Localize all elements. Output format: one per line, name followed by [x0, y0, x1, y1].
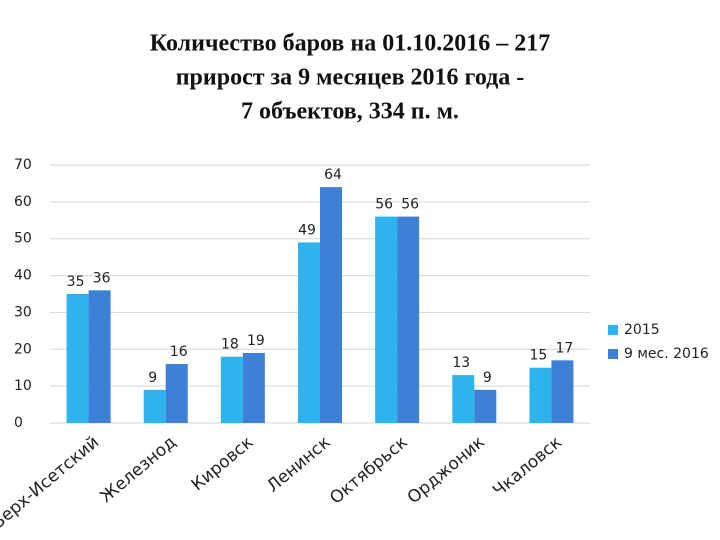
data-label: 17 [556, 340, 574, 356]
bar [220, 356, 243, 423]
x-tick-label: Железнод [96, 432, 180, 507]
y-tick-label: 10 [14, 378, 32, 394]
bar [298, 242, 320, 423]
bar [242, 352, 265, 423]
y-tick-label: 40 [14, 268, 32, 284]
bar [165, 364, 188, 423]
x-tick-label: Верх-Исетский [0, 432, 103, 533]
legend-swatch [608, 325, 618, 335]
x-tick-label: Октябрьск [326, 432, 411, 508]
bar [529, 367, 552, 423]
x-tick-label: Чкаловск [489, 432, 566, 501]
bar [397, 216, 420, 423]
data-label: 64 [324, 167, 342, 183]
legend-label: 2015 [624, 322, 660, 338]
chart-title-line: Количество баров на 01.10.2016 – 217 [150, 31, 550, 57]
y-tick-label: 60 [14, 194, 32, 210]
bar [88, 290, 111, 423]
bar [375, 216, 398, 423]
data-label: 9 [483, 370, 492, 386]
data-label: 15 [530, 348, 548, 364]
bar [551, 360, 574, 423]
y-tick-label: 20 [14, 341, 32, 357]
bar [320, 187, 342, 423]
y-tick-label: 50 [14, 231, 32, 247]
data-label: 56 [401, 197, 419, 213]
bar [66, 294, 89, 423]
data-label: 18 [221, 337, 239, 353]
bar [452, 375, 475, 423]
data-label: 35 [67, 274, 85, 290]
data-label: 9 [148, 370, 157, 386]
y-tick-label: 30 [14, 304, 32, 320]
data-label: 16 [170, 344, 188, 360]
bar [143, 389, 166, 423]
legend-swatch [608, 349, 618, 359]
x-tick-label: Кировск [188, 432, 258, 495]
data-label: 13 [452, 355, 470, 371]
data-label: 49 [298, 222, 316, 238]
chart-title-line: прирост за 9 месяцев 2016 года - [176, 65, 525, 91]
bar [474, 389, 497, 423]
y-tick-label: 70 [14, 157, 32, 173]
data-label: 19 [247, 333, 265, 349]
legend-label: 9 мес. 2016 [624, 346, 709, 362]
x-tick-label: Ленинск [263, 432, 334, 496]
y-tick-label: 0 [14, 415, 23, 431]
x-tick-label: Орджоник [404, 432, 489, 508]
data-label: 56 [375, 197, 393, 213]
data-label: 36 [93, 270, 111, 286]
chart-title-line: 7 объектов, 334 п. м. [241, 99, 459, 125]
